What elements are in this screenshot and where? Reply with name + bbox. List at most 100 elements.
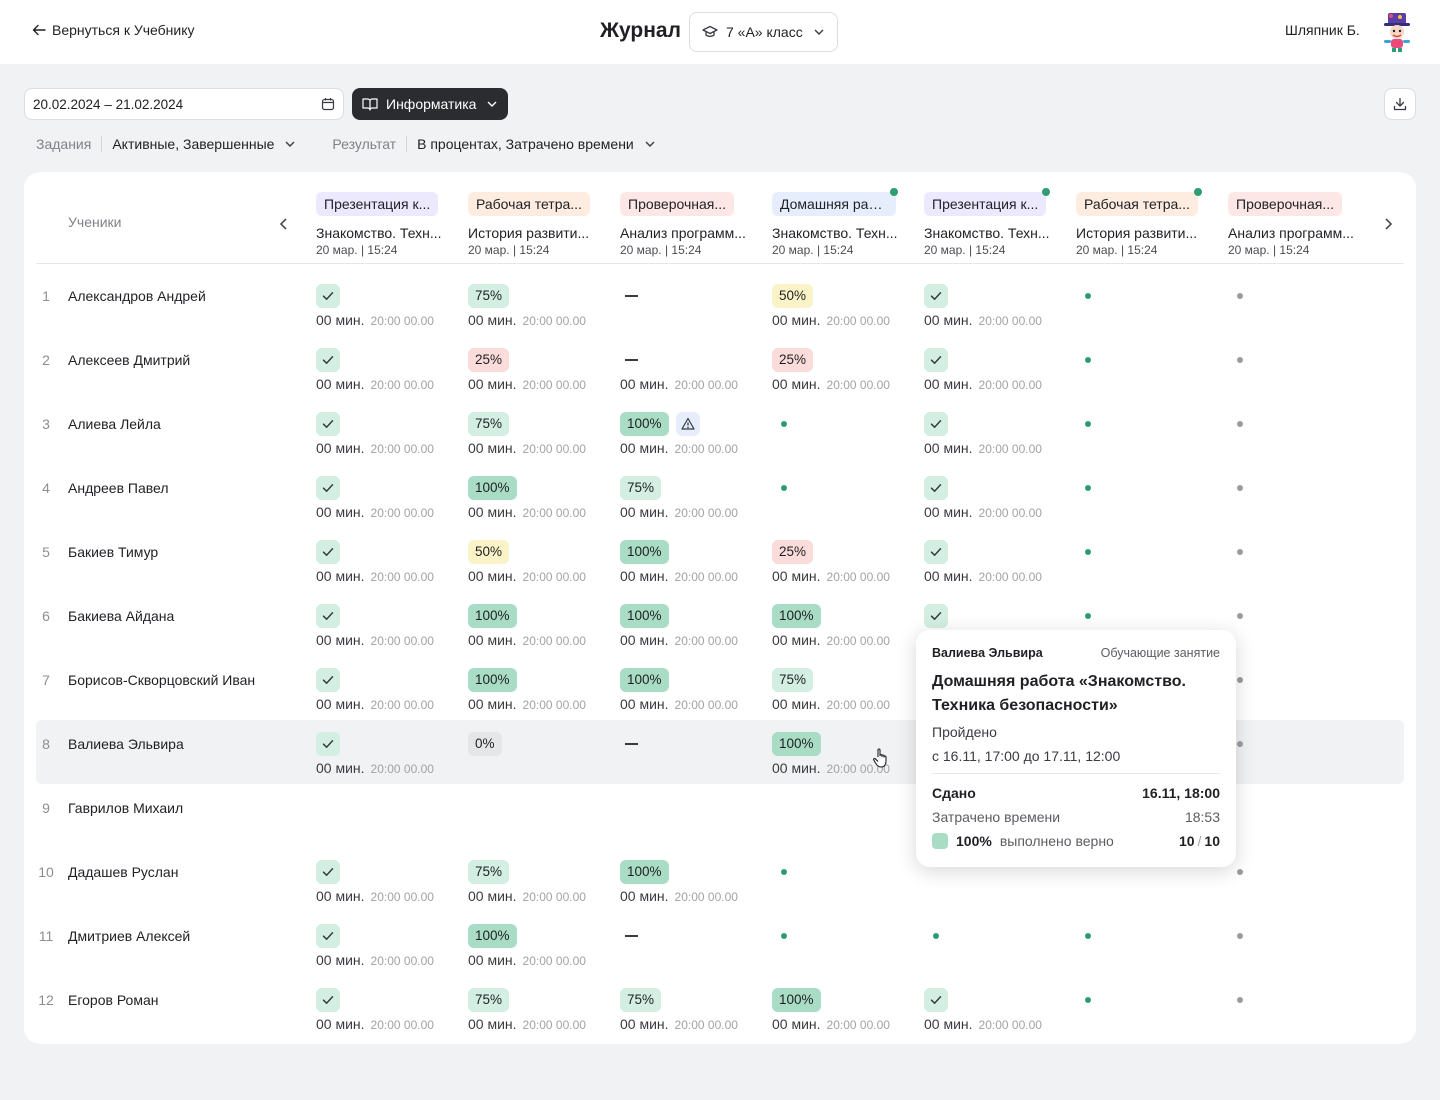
- table-row[interactable]: 5 Бакиев Тимур 00 мин. 20:00 00.00 50% 00 мин…: [36, 528, 1404, 592]
- student-name[interactable]: Борисов-Скворцовский Иван: [68, 672, 256, 688]
- result-cell[interactable]: 0%: [468, 732, 618, 784]
- result-cell[interactable]: [1228, 732, 1378, 784]
- result-cell[interactable]: [772, 476, 922, 528]
- result-cell[interactable]: [772, 924, 922, 976]
- result-cell[interactable]: [1076, 604, 1226, 656]
- student-name[interactable]: Алексеев Дмитрий: [68, 352, 191, 368]
- student-name[interactable]: Бакиев Тимур: [68, 544, 159, 560]
- result-cell[interactable]: 75% 00 мин. 20:00 00.00: [468, 860, 618, 912]
- result-cell[interactable]: [1076, 412, 1226, 464]
- table-row[interactable]: 3 Алиева Лейла 00 мин. 20:00 00.00 75% 00 мин…: [36, 400, 1404, 464]
- result-cell[interactable]: 100% 00 мин. 20:00 00.00: [468, 476, 618, 528]
- result-cell[interactable]: [772, 412, 922, 464]
- result-cell[interactable]: [1076, 988, 1226, 1040]
- column-header[interactable]: Рабочая тетра... История развити... 20 мар…: [468, 192, 608, 257]
- result-cell[interactable]: 50% 00 мин. 20:00 00.00: [772, 284, 922, 336]
- result-cell[interactable]: [924, 604, 1074, 656]
- result-cell[interactable]: 00 мин. 20:00 00.00: [316, 668, 466, 720]
- result-cell[interactable]: 100% 00 мин. 20:00 00.00: [620, 860, 770, 912]
- student-name[interactable]: Дмитриев Алексей: [68, 928, 191, 944]
- result-cell[interactable]: 100% 00 мин. 20:00 00.00: [620, 604, 770, 656]
- column-header[interactable]: Презентация к... Знакомство. Техн... 20 ма…: [316, 192, 456, 257]
- result-cell[interactable]: 00 мин. 20:00 00.00: [316, 412, 466, 464]
- result-cell[interactable]: 00 мин. 20:00 00.00: [924, 476, 1074, 528]
- tasks-filter-select[interactable]: Активные, Завершенные: [112, 136, 296, 152]
- result-cell[interactable]: 00 мин. 20:00 00.00: [316, 988, 466, 1040]
- date-range-picker[interactable]: 20.02.2024 – 21.02.2024: [24, 88, 344, 120]
- warning-icon[interactable]: [676, 412, 700, 436]
- student-name[interactable]: Алиева Лейла: [68, 416, 161, 432]
- student-name[interactable]: Дадашев Руслан: [68, 864, 179, 880]
- result-cell[interactable]: [620, 732, 770, 784]
- column-header[interactable]: Рабочая тетра... История развити... 20 мар…: [1076, 188, 1216, 257]
- result-cell[interactable]: 100% 00 мин. 20:00 00.00: [772, 732, 922, 784]
- result-filter-select[interactable]: В процентах, Затрачено времени: [417, 136, 656, 152]
- result-cell[interactable]: 100% 00 мин. 20:00 00.00: [468, 668, 618, 720]
- table-row[interactable]: 6 Бакиева Айдана 00 мин. 20:00 00.00 100% 00 …: [36, 592, 1404, 656]
- result-cell[interactable]: [620, 924, 770, 976]
- table-row[interactable]: 10 Дадашев Руслан 00 мин. 20:00 00.00 75% 00 …: [36, 848, 1404, 912]
- column-header[interactable]: Домашняя раб... Знакомство. Техн... 20 мар…: [772, 188, 912, 257]
- subject-select-button[interactable]: Информатика: [352, 88, 508, 120]
- student-name[interactable]: Егоров Роман: [68, 992, 159, 1008]
- table-row[interactable]: 9 Гаврилов Михаил: [36, 784, 1404, 848]
- result-cell[interactable]: 75% 00 мин. 20:00 00.00: [468, 412, 618, 464]
- result-cell[interactable]: 50% 00 мин. 20:00 00.00: [468, 540, 618, 592]
- table-row[interactable]: 7 Борисов-Скворцовский Иван 00 мин. 20:00 0…: [36, 656, 1404, 720]
- result-cell[interactable]: [772, 860, 922, 912]
- student-name[interactable]: Гаврилов Михаил: [68, 800, 184, 816]
- download-button[interactable]: [1384, 88, 1416, 120]
- result-cell[interactable]: [1228, 668, 1378, 720]
- result-cell[interactable]: 00 мин. 20:00 00.00: [316, 924, 466, 976]
- result-cell[interactable]: 75% 00 мин. 20:00 00.00: [468, 988, 618, 1040]
- result-cell[interactable]: 100% 00 мин. 20:00 00.00: [468, 924, 618, 976]
- result-cell[interactable]: [1228, 604, 1378, 656]
- table-row[interactable]: 12 Егоров Роман 00 мин. 20:00 00.00 75% 00 ми…: [36, 976, 1404, 1040]
- class-select[interactable]: 7 «А» класс: [689, 12, 838, 52]
- back-to-textbook-link[interactable]: Вернуться к Учебнику: [32, 22, 195, 38]
- result-cell[interactable]: [1228, 476, 1378, 528]
- result-cell[interactable]: [1228, 284, 1378, 336]
- result-cell[interactable]: 00 мин. 20:00 00.00: [316, 476, 466, 528]
- table-row[interactable]: 4 Андреев Павел 00 мин. 20:00 00.00 100% 00 м…: [36, 464, 1404, 528]
- result-cell[interactable]: 00 мин. 20:00 00.00: [316, 284, 466, 336]
- result-cell[interactable]: [924, 924, 1074, 976]
- result-cell[interactable]: 25% 00 мин. 20:00 00.00: [772, 540, 922, 592]
- result-cell[interactable]: [1228, 412, 1378, 464]
- chevron-left-icon[interactable]: [276, 216, 292, 232]
- result-cell[interactable]: 00 мин. 20:00 00.00: [924, 284, 1074, 336]
- student-name[interactable]: Валиева Эльвира: [68, 736, 184, 752]
- result-cell[interactable]: [1076, 540, 1226, 592]
- result-cell[interactable]: 75% 00 мин. 20:00 00.00: [620, 988, 770, 1040]
- table-row[interactable]: 2 Алексеев Дмитрий 00 мин. 20:00 00.00 25% 00…: [36, 336, 1404, 400]
- result-cell[interactable]: [1228, 860, 1378, 912]
- result-cell[interactable]: 00 мин. 20:00 00.00: [924, 412, 1074, 464]
- result-cell[interactable]: 100% 00 мин. 20:00 00.00: [468, 604, 618, 656]
- chevron-right-icon[interactable]: [1380, 216, 1396, 232]
- result-cell[interactable]: [1076, 924, 1226, 976]
- table-row[interactable]: 1 Александров Андрей 00 мин. 20:00 00.00 75%…: [36, 272, 1404, 336]
- column-header[interactable]: Проверочная... Анализ программ... 20 мар. …: [1228, 192, 1368, 257]
- result-cell[interactable]: [1076, 476, 1226, 528]
- result-cell[interactable]: 00 мин. 20:00 00.00: [924, 988, 1074, 1040]
- result-cell[interactable]: 00 мин. 20:00 00.00: [924, 348, 1074, 400]
- student-name[interactable]: Бакиева Айдана: [68, 608, 175, 624]
- column-header[interactable]: Проверочная... Анализ программ... 20 мар. …: [620, 192, 760, 257]
- result-cell[interactable]: 75% 00 мин. 20:00 00.00: [468, 284, 618, 336]
- column-header[interactable]: Презентация к... Знакомство. Техн... 20 ма…: [924, 188, 1064, 257]
- result-cell[interactable]: [1076, 284, 1226, 336]
- result-cell[interactable]: 100% 00 мин. 20:00 00.00: [772, 988, 922, 1040]
- result-cell[interactable]: [1228, 348, 1378, 400]
- result-cell[interactable]: 00 мин. 20:00 00.00: [316, 604, 466, 656]
- student-name[interactable]: Андреев Павел: [68, 480, 169, 496]
- result-cell[interactable]: [620, 284, 770, 336]
- result-cell[interactable]: 00 мин. 20:00 00.00: [316, 860, 466, 912]
- result-cell[interactable]: 25% 00 мин. 20:00 00.00: [468, 348, 618, 400]
- result-cell[interactable]: 00 мин. 20:00 00.00: [316, 348, 466, 400]
- result-cell[interactable]: [1228, 924, 1378, 976]
- result-cell[interactable]: 100% 00 мин. 20:00 00.00: [620, 540, 770, 592]
- result-cell[interactable]: 75% 00 мин. 20:00 00.00: [620, 476, 770, 528]
- result-cell[interactable]: [1228, 540, 1378, 592]
- avatar[interactable]: [1376, 11, 1418, 53]
- result-cell[interactable]: 100% 00 мин. 20:00 00.00: [620, 412, 770, 464]
